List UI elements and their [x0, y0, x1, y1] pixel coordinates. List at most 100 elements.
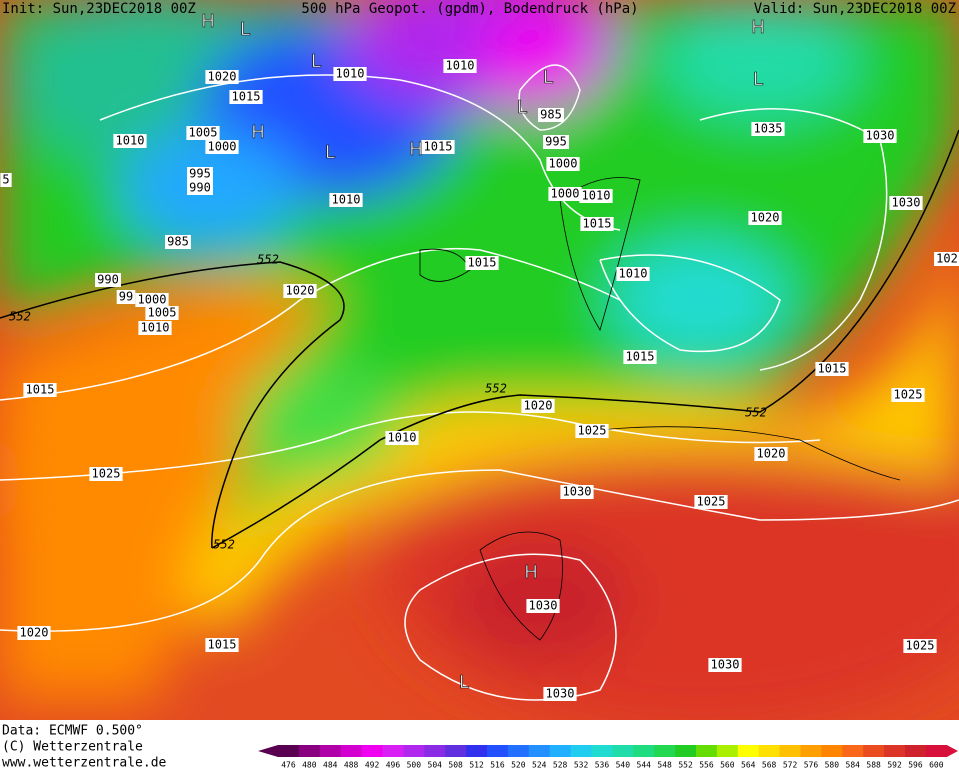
colorbar-label: 552: [678, 761, 693, 770]
contour-label: 552: [745, 406, 767, 420]
isobar-label: 1020: [524, 399, 553, 413]
isobar-label: 1010: [332, 193, 361, 207]
isobar-label: 1015: [424, 140, 453, 154]
isobar-label-box: [526, 599, 560, 613]
colorbar-label: 480: [302, 761, 317, 770]
isobar-label: 985: [540, 108, 562, 122]
colorbar-label: 524: [532, 761, 547, 770]
colorbar-label: 516: [490, 761, 505, 770]
init-time: Init: Sun,23DEC2018 00Z: [2, 1, 196, 17]
isobar-label-box: [580, 217, 614, 231]
isobar-label-box: [575, 424, 609, 438]
colorbar-label: 600: [929, 761, 944, 770]
colorbar-label: 488: [344, 761, 359, 770]
colorbar-segment: [800, 745, 822, 757]
pressure-center: L: [753, 69, 763, 90]
isobar-label: 5: [2, 173, 9, 187]
copyright: (C) Wetterzentrale: [2, 740, 143, 755]
colorbar-label: 508: [448, 761, 463, 770]
isobar-label: 1030: [529, 599, 558, 613]
colorbar-label: 592: [887, 761, 902, 770]
isobar-label-box: [443, 59, 477, 73]
isobar-label: 1010: [446, 59, 475, 73]
colorbar-segment: [779, 745, 801, 757]
isobar-label-box: [623, 350, 657, 364]
isobar-label-box: [521, 399, 555, 413]
website: www.wetterzentrale.de: [2, 756, 167, 771]
isobar-label-box: [863, 129, 897, 143]
colorbar-label: 568: [762, 761, 777, 770]
isobar-label-box: [538, 108, 564, 122]
isobar-label: 1000: [549, 157, 578, 171]
isobar-label: 1020: [286, 284, 315, 298]
colorbar-segment: [424, 745, 446, 757]
isobar-label: 995: [545, 135, 567, 149]
isobar-label: 1010: [141, 321, 170, 335]
colorbar-label: 584: [846, 761, 861, 770]
isobar-label-box: [548, 187, 582, 201]
isobar-label: 1030: [711, 658, 740, 672]
colorbar-end-low: [258, 745, 278, 757]
isobar-label: 995: [189, 167, 211, 181]
isobar-label: 1015: [626, 350, 655, 364]
isobar-label: 1020: [20, 626, 49, 640]
isobar-label: 1020: [751, 211, 780, 225]
colorbar-segment: [737, 745, 760, 757]
isobar-label: 1000: [208, 140, 237, 154]
colorbar-segment: [549, 745, 572, 757]
isobar-label-box: [889, 196, 923, 210]
isobar-label-box: [708, 658, 742, 672]
contour-552: [0, 129, 959, 549]
isobar-label: 1000: [551, 187, 580, 201]
colorbar-label: 532: [574, 761, 589, 770]
isobar-label: 1010: [388, 431, 417, 445]
pressure-center: H: [751, 17, 765, 38]
colorbar-segment: [507, 745, 530, 757]
isobar-label: 1035: [754, 122, 783, 136]
colorbar-segment: [445, 745, 467, 757]
colorbar-segment: [403, 745, 425, 757]
isobar-label-box: [546, 157, 580, 171]
isobar-label-box: [815, 362, 849, 376]
colorbar-segment: [466, 745, 488, 757]
isobar-label: 985: [167, 235, 189, 249]
isobar-label-box: [135, 293, 169, 307]
pressure-center: L: [543, 67, 553, 88]
colorbar-segment: [570, 745, 592, 757]
colorbar-segment: [319, 745, 342, 757]
pressure-center: H: [251, 122, 265, 143]
isobar-label: 1020: [757, 447, 786, 461]
isobar-label-box: [205, 140, 239, 154]
isobar-label: 1005: [148, 306, 177, 320]
pressure-center: L: [240, 19, 250, 40]
isobar-label-box: [333, 67, 367, 81]
colorbar-segment: [591, 745, 613, 757]
colorbar-segment: [863, 745, 885, 757]
colorbar-segment: [612, 745, 634, 757]
isobar-label: 1015: [583, 217, 612, 231]
isobar-label-box: [145, 306, 179, 320]
isobar-label: 102: [936, 252, 958, 266]
colorbar-label: 496: [386, 761, 401, 770]
isobar-label-box: [465, 256, 499, 270]
isobar-label: 1015: [208, 638, 237, 652]
colorbar-segment: [298, 745, 321, 757]
isobar-label-box: [421, 140, 455, 154]
colorbar-label: 520: [511, 761, 526, 770]
isobar-label-box: [0, 173, 12, 187]
colorbar-label: 504: [428, 761, 443, 770]
contour-label: 552: [9, 310, 31, 324]
contour-label: 552: [257, 253, 279, 267]
isobar-label-box: [187, 167, 213, 181]
pressure-center: H: [201, 11, 215, 32]
colorbar-label: 576: [804, 761, 819, 770]
colorbar-label: 596: [908, 761, 923, 770]
valid-time: Valid: Sun,23DEC2018 00Z: [754, 1, 956, 17]
colorbar-end-high: [946, 745, 958, 757]
colorbar-segment: [884, 745, 906, 757]
isobar-label: 1010: [116, 134, 145, 148]
isobar-label-box: [138, 321, 172, 335]
isobar-label-box: [23, 383, 57, 397]
isobar-label: 1010: [582, 189, 611, 203]
